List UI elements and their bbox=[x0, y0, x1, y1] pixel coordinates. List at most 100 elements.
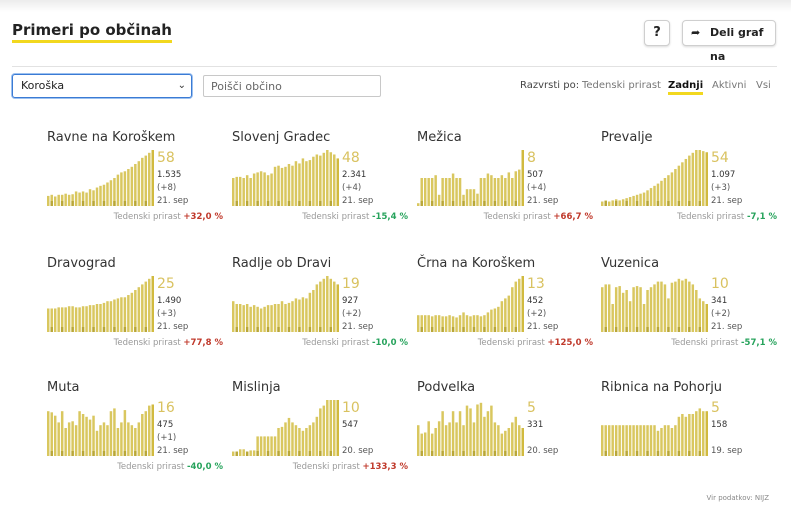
chart-bar-daily bbox=[308, 327, 312, 332]
share-button[interactable]: ➦ Deli graf na bbox=[682, 20, 776, 63]
municipality-card[interactable]: Slovenj Gradec 48 2.341 (+4) 21. sep Tedenski… bbox=[232, 130, 412, 235]
chart-bar bbox=[85, 306, 88, 332]
chart-bar bbox=[670, 282, 674, 332]
chart-bar bbox=[113, 178, 116, 206]
municipality-name: Muta bbox=[47, 380, 80, 395]
municipality-card[interactable]: Mežica 8 507 (+4) 21. sep Tedenski prirast +6… bbox=[417, 130, 597, 235]
chart-bar bbox=[235, 304, 238, 332]
chart-bar bbox=[632, 287, 635, 332]
sort-option-aktivni[interactable]: Aktivni bbox=[712, 80, 747, 91]
chart-bar bbox=[670, 428, 674, 456]
chart-bar bbox=[81, 414, 85, 456]
weekly-growth-label: Tedenski prirast bbox=[292, 462, 360, 472]
chart-bar bbox=[417, 203, 420, 206]
chart-bar bbox=[57, 194, 60, 206]
weekly-growth: Tedenski prirast -10,0 % bbox=[268, 338, 408, 348]
municipality-card[interactable]: Vuzenica 10 341 (+2) 21. sep Tedenski prirast… bbox=[601, 256, 781, 361]
chart-bar bbox=[242, 178, 245, 206]
weekly-growth-label: Tedenski prirast bbox=[117, 462, 185, 472]
chart-bar bbox=[137, 287, 141, 332]
chart-bar bbox=[291, 301, 294, 332]
active-cases: 8 bbox=[527, 150, 536, 166]
chart-bar-daily bbox=[514, 327, 518, 332]
chart-bar bbox=[232, 178, 235, 206]
chart-bar bbox=[614, 287, 618, 332]
sort-option-zadnji[interactable]: Zadnji bbox=[668, 80, 704, 95]
municipality-card[interactable]: Črna na Koroškem 13 452 (+2) 21. sep Tedenski… bbox=[417, 256, 597, 361]
cases-bar-chart bbox=[601, 278, 708, 332]
chart-bar bbox=[434, 428, 437, 456]
chart-bar-daily bbox=[698, 451, 702, 456]
chart-bar bbox=[287, 302, 291, 332]
chart-bar bbox=[663, 178, 667, 206]
chart-bar bbox=[284, 166, 287, 206]
chart-bar-daily bbox=[698, 201, 702, 206]
last-date: 21. sep bbox=[342, 322, 374, 332]
chart-bar bbox=[319, 408, 322, 456]
top-shadow bbox=[0, 0, 791, 12]
chart-bar bbox=[287, 164, 291, 206]
chart-bar bbox=[322, 152, 326, 206]
chart-bar-daily bbox=[504, 451, 507, 456]
chart-bar-daily bbox=[266, 327, 270, 332]
chart-bar bbox=[326, 150, 329, 206]
chart-bar bbox=[88, 305, 92, 332]
search-input[interactable]: Poišči občino bbox=[203, 75, 381, 97]
chart-bar bbox=[441, 316, 444, 332]
municipality-card[interactable]: Prevalje 54 1.097 (+3) 21. sep Tedenski prira… bbox=[601, 130, 781, 235]
chart-bar bbox=[458, 411, 462, 456]
chart-bar bbox=[514, 171, 518, 206]
chart-bar bbox=[601, 201, 604, 206]
chart-bar bbox=[441, 411, 444, 456]
help-button[interactable]: ? bbox=[644, 20, 670, 46]
chart-bar bbox=[493, 308, 497, 332]
chart-bar-daily bbox=[614, 327, 618, 332]
chart-bar bbox=[141, 414, 144, 456]
chart-bar bbox=[423, 315, 427, 332]
chart-bar bbox=[642, 304, 646, 332]
chart-bar-daily bbox=[50, 201, 53, 206]
municipality-card[interactable]: Mislinja 10 547 20. sep Tedenski prirast +13… bbox=[232, 380, 412, 485]
chart-bar bbox=[102, 422, 106, 456]
municipality-card[interactable]: Muta 16 475 (+1) 21. sep Tedenski prirast -40… bbox=[47, 380, 227, 485]
sort-option-tedenski-prirast[interactable]: Tedenski prirast bbox=[582, 80, 661, 91]
sort-label: Razvrsti po: bbox=[520, 80, 580, 91]
municipality-card[interactable]: Podvelka 5 331 20. sep bbox=[417, 380, 597, 485]
chart-bar bbox=[305, 428, 308, 456]
chart-bar bbox=[67, 422, 71, 456]
chart-bar bbox=[134, 290, 137, 332]
region-select[interactable]: Koroška ⌄ bbox=[12, 74, 192, 98]
cases-bar-chart bbox=[232, 400, 339, 456]
weekly-growth-value: -40,0 % bbox=[187, 462, 223, 472]
chart-bar bbox=[621, 292, 625, 332]
chart-bar bbox=[476, 315, 479, 332]
sort-option-vsi[interactable]: Vsi bbox=[756, 80, 771, 91]
chart-bar bbox=[472, 189, 476, 206]
chart-bar bbox=[667, 175, 670, 206]
chart-bar bbox=[270, 305, 273, 332]
chart-bar-daily bbox=[277, 201, 280, 206]
cases-bar-chart bbox=[417, 150, 524, 206]
chart-bar bbox=[242, 305, 245, 332]
chart-bar-daily bbox=[123, 327, 127, 332]
chart-bar bbox=[486, 312, 490, 332]
chart-bar-daily bbox=[50, 327, 53, 332]
chart-bar-daily bbox=[256, 327, 259, 332]
chart-bar-daily bbox=[308, 451, 312, 456]
chart-bar bbox=[256, 306, 259, 332]
chart-bar bbox=[53, 308, 57, 332]
municipality-card[interactable]: Ribnica na Pohorju 5 158 19. sep bbox=[601, 380, 781, 485]
municipality-name: Radlje ob Dravi bbox=[232, 256, 332, 271]
municipality-card[interactable]: Ravne na Koroškem 58 1.535 (+8) 21. sep Teden… bbox=[47, 130, 227, 235]
municipality-card[interactable]: Dravograd 25 1.490 (+3) 21. sep Tedenski prir… bbox=[47, 256, 227, 361]
chart-bar-daily bbox=[667, 451, 670, 456]
weekly-growth-label: Tedenski prirast bbox=[483, 212, 551, 222]
chart-bar bbox=[287, 417, 291, 456]
chart-bar bbox=[113, 299, 116, 332]
active-cases: 54 bbox=[711, 150, 729, 166]
municipality-card[interactable]: Radlje ob Dravi 19 927 (+2) 21. sep Tedenski … bbox=[232, 256, 412, 361]
chart-bar-daily bbox=[441, 451, 444, 456]
weekly-growth-label: Tedenski prirast bbox=[671, 338, 739, 348]
chart-bar bbox=[333, 281, 336, 332]
chart-bar bbox=[109, 180, 113, 206]
